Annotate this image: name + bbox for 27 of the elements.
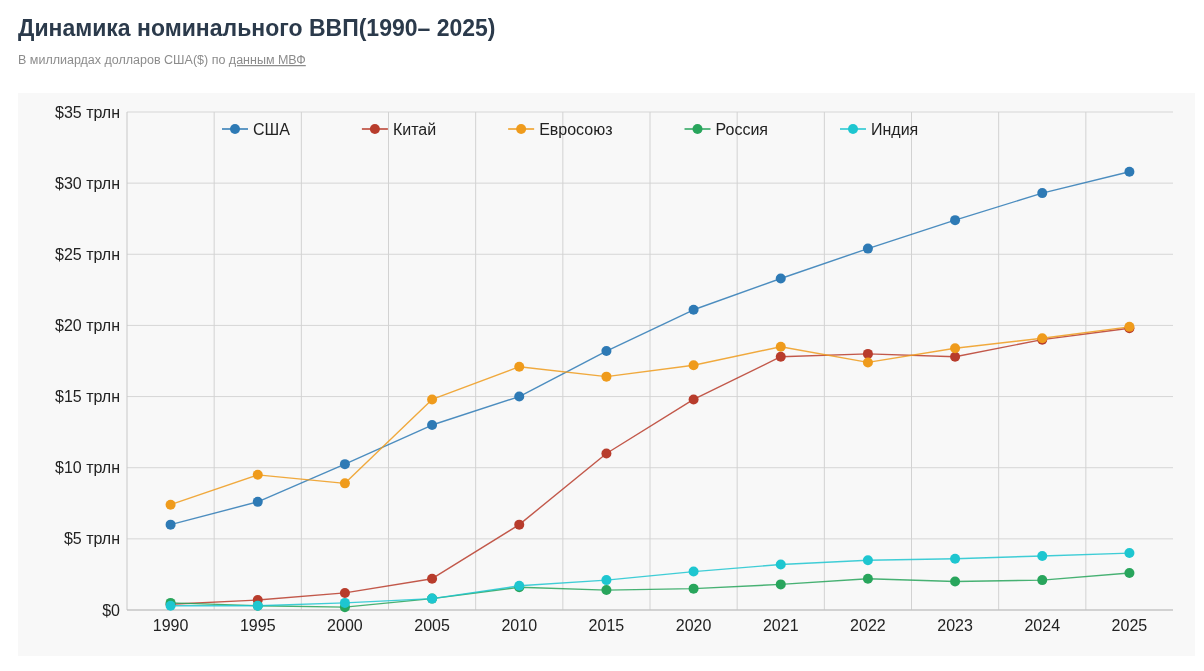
x-tick-label: 2010 (501, 617, 538, 634)
y-tick-label: $0 (102, 601, 121, 619)
x-tick-label: 1990 (152, 617, 189, 634)
x-tick-label: 2025 (1111, 617, 1148, 634)
chart-title: Динамика номинального ВВП(1990– 2025) (18, 15, 496, 41)
x-tick-label: 2000 (327, 617, 363, 634)
x-tick-label: 2005 (414, 617, 450, 634)
y-tick-label: $25 трлн (55, 245, 120, 263)
x-tick-label: 2020 (675, 617, 712, 634)
x-tick-label: 2022 (850, 617, 886, 634)
legend-label: Индия (870, 120, 919, 138)
legend-label: Евросоюз (539, 120, 613, 138)
legend-label: Китай (392, 120, 437, 138)
y-tick-label: $10 трлн (55, 459, 120, 477)
legend-label: Россия (715, 120, 768, 138)
x-tick-label: 2024 (1024, 617, 1061, 634)
x-tick-label: 2015 (588, 617, 625, 634)
y-tick-label: $30 трлн (55, 174, 120, 192)
x-tick-label: 2021 (762, 617, 799, 634)
y-tick-label: $15 трлн (55, 388, 120, 406)
chart-subtitle: В миллиардах долларов США($) по данным МВФ (18, 53, 306, 67)
x-tick-label: 2023 (937, 617, 973, 634)
x-tick-label: 1995 (239, 617, 276, 634)
y-tick-label: $5 трлн (63, 530, 120, 548)
y-tick-label: $35 трлн (55, 103, 120, 121)
y-tick-label: $20 трлн (55, 316, 120, 334)
legend-label: США (253, 120, 291, 138)
